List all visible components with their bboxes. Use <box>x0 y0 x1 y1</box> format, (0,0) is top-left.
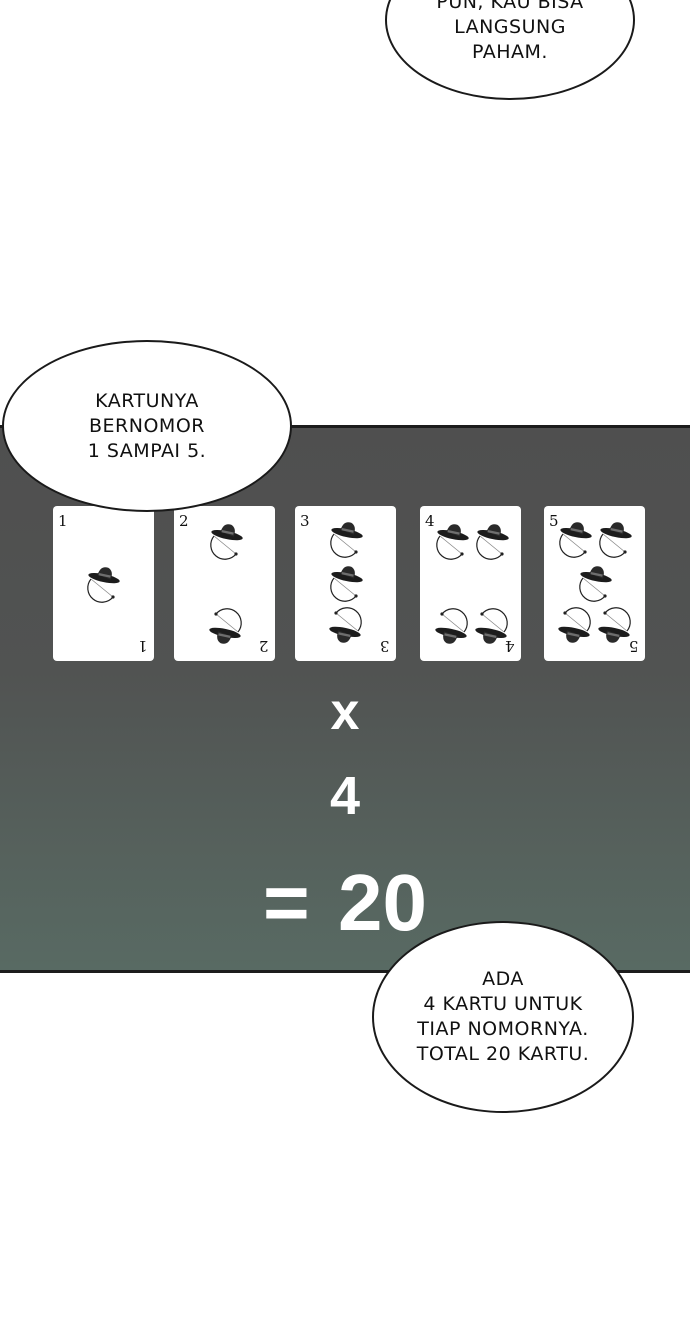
playing-card-4: 4 4 <box>420 506 521 661</box>
bubble-line: ADA <box>482 968 524 990</box>
hat-bow-icon <box>330 566 363 602</box>
playing-card-3: 3 3 <box>295 506 396 661</box>
hat-bow-icon <box>579 566 612 602</box>
hat-bow-icon <box>436 524 469 560</box>
card-pips <box>209 524 243 644</box>
hat-bow-icon <box>87 567 120 603</box>
hat-bow-icon <box>559 522 592 558</box>
multiply-operator: x <box>330 683 360 741</box>
bubble-line: TIAP NOMORNYA. <box>417 1018 589 1040</box>
speech-bubble-left: KARTUNYA BERNOMOR 1 SAMPAI 5. <box>2 340 292 512</box>
card-number: 5 <box>549 512 559 530</box>
hat-bow-icon <box>435 608 468 644</box>
playing-card-5: 5 5 <box>544 506 645 661</box>
card-pips <box>435 524 509 644</box>
result-total: = 20 <box>263 858 427 947</box>
bubble-line: 4 KARTU UNTUK <box>423 993 583 1015</box>
card-number: 1 <box>58 512 68 530</box>
card-number: 4 <box>425 512 435 530</box>
playing-card-1: 1 1 <box>53 506 154 661</box>
playing-card-2: 2 2 <box>174 506 275 661</box>
bubble-line: PUN, KAU BISA <box>436 0 584 13</box>
hat-bow-icon <box>209 608 242 644</box>
hat-bow-icon <box>330 522 363 558</box>
speech-bubble-top: PUN, KAU BISA LANGSUNG PAHAM. <box>385 0 635 100</box>
bubble-line: KARTUNYA <box>95 389 199 412</box>
bubble-line: TOTAL 20 KARTU. <box>416 1043 590 1065</box>
hat-bow-icon <box>329 607 362 643</box>
bubble-line: LANGSUNG <box>454 16 566 38</box>
bubble-line: 1 SAMPAI 5. <box>87 439 207 462</box>
card-number: 3 <box>300 512 310 530</box>
hat-bow-icon <box>599 522 632 558</box>
card-pips <box>329 522 363 643</box>
hat-bow-icon <box>210 524 243 560</box>
card-number: 2 <box>179 512 189 530</box>
card-pips <box>558 522 632 643</box>
bubble-line: BERNOMOR <box>89 414 205 437</box>
hat-bow-icon <box>476 524 509 560</box>
multiplier-number: 4 <box>329 766 361 826</box>
card-pips <box>87 567 120 603</box>
speech-bubble-bottom: ADA 4 KARTU UNTUK TIAP NOMORNYA. TOTAL 2… <box>372 921 634 1113</box>
hat-bow-icon <box>558 607 591 643</box>
bubble-line: PAHAM. <box>472 41 548 63</box>
hat-bow-icon <box>475 608 508 644</box>
hat-bow-icon <box>598 607 631 643</box>
